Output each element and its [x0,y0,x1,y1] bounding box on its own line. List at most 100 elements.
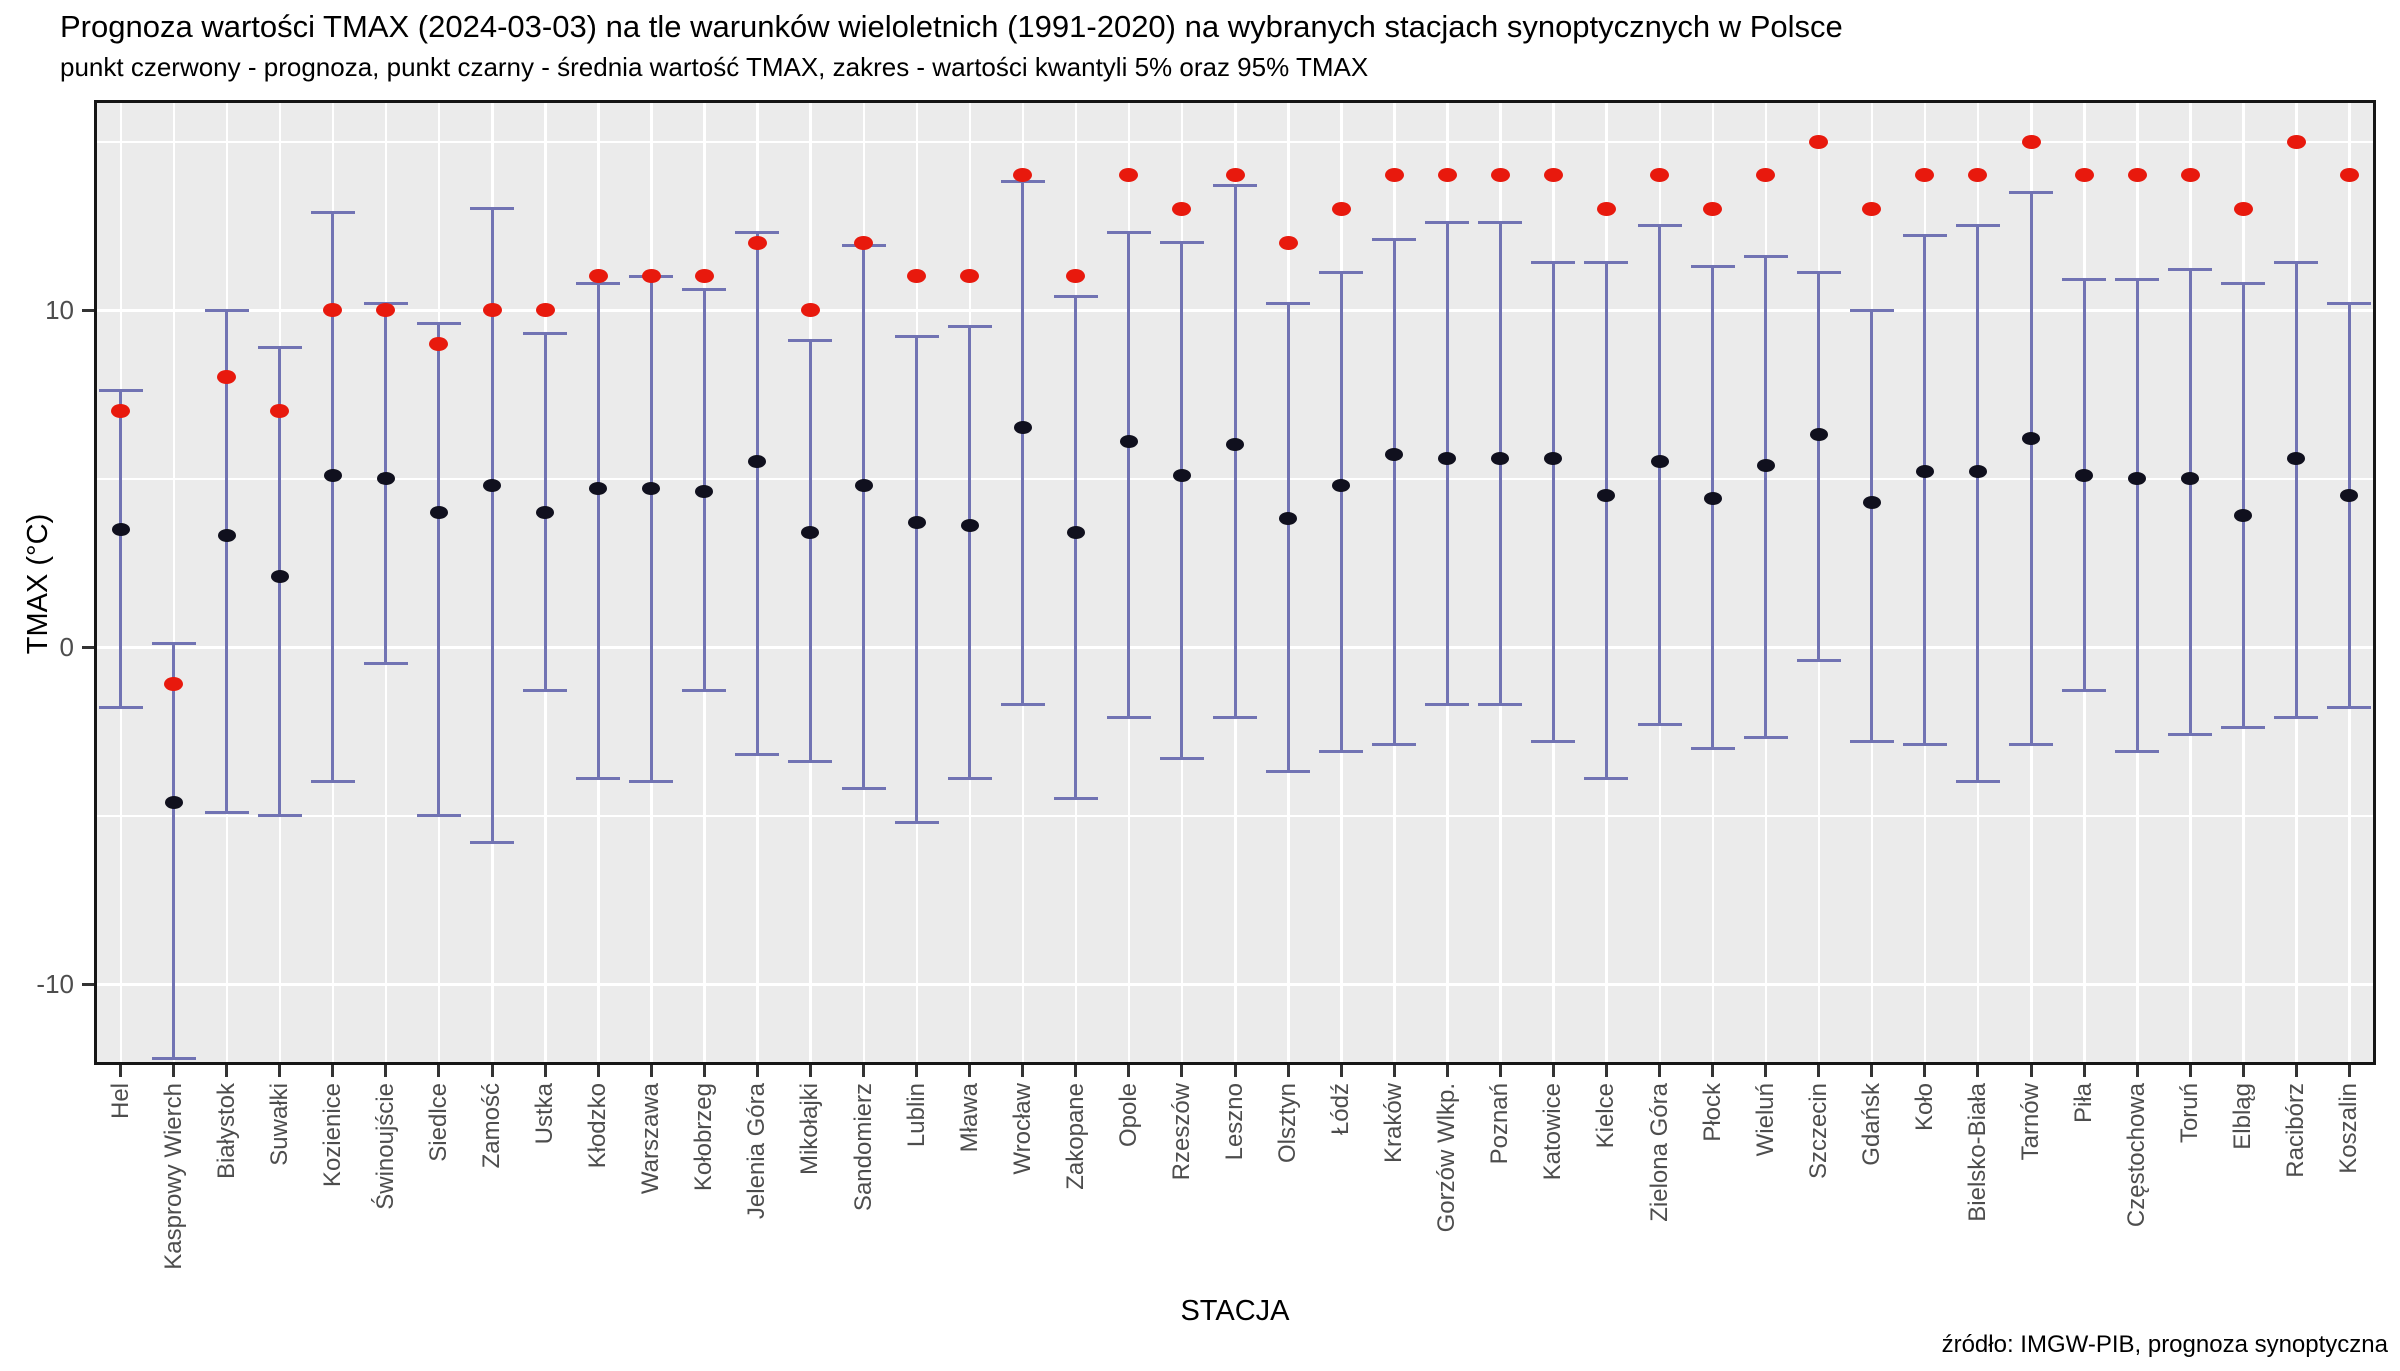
forecast-dot [535,303,555,317]
x-tick-mark [702,1065,706,1077]
errorbar-cap-top [947,325,992,329]
source-caption: źródło: IMGW-PIB, prognoza synoptyczna [1941,1331,2388,1358]
errorbar-cap-top [1531,261,1576,265]
mean-dot [483,478,502,492]
mean-dot [1385,448,1404,462]
errorbar-cap-top [1372,237,1417,241]
errorbar-cap-bottom [841,787,886,791]
mean-dot [1597,488,1616,502]
x-tick-mark [1923,1065,1927,1077]
forecast-dot [588,269,608,284]
x-tick-label: Gdańsk [1857,1083,1885,1166]
x-tick-mark [172,1065,176,1077]
errorbar-cap-bottom [1425,702,1470,706]
x-tick-mark [1976,1065,1980,1077]
forecast-dot [1278,235,1298,250]
mean-dot [2181,472,2200,485]
mean-dot [1862,495,1881,509]
mean-dot [111,522,130,536]
x-tick-mark [968,1065,972,1077]
x-tick-mark [862,1065,865,1077]
x-tick-label: Olsztyn [1274,1083,1302,1164]
mean-dot [1119,434,1138,448]
errorbar-cap-top [1106,230,1151,234]
y-tick-label: 10 [45,295,74,325]
forecast-dot [376,303,396,317]
errorbar-range [437,323,441,816]
errorbar-cap-bottom [1743,736,1788,740]
errorbar-cap-top [416,321,461,325]
errorbar-cap-bottom [1690,746,1735,750]
mean-dot [2287,451,2306,465]
mean-dot [1332,478,1351,492]
x-tick-label: Kłodzko [584,1083,612,1169]
x-tick-mark [437,1065,441,1077]
errorbar-cap-top [576,281,621,285]
errorbar-cap-top [2274,261,2319,265]
errorbar-cap-top [151,642,196,646]
x-tick-label: Zakopane [1061,1083,1089,1190]
x-tick-mark [808,1065,812,1077]
errorbar-cap-bottom [1159,756,1204,760]
mean-dot [270,569,289,583]
x-tick-label: Wieluń [1751,1083,1779,1157]
errorbar-cap-bottom [204,810,249,814]
mean-dot [1491,451,1510,465]
errorbar-range [968,326,972,779]
errorbar-range [915,336,919,823]
errorbar-cap-top [1213,183,1257,187]
errorbar-cap-bottom [1796,658,1841,662]
errorbar-cap-bottom [1955,780,2000,784]
mean-dot [1544,451,1563,465]
x-tick-label: Kraków [1380,1083,1408,1164]
errorbar-cap-bottom [2009,743,2054,747]
forecast-dot [323,303,343,317]
x-tick-mark [490,1065,494,1077]
mean-dot [907,515,926,529]
errorbar-range [1286,303,1290,772]
x-tick-mark [1233,1065,1237,1077]
x-tick-mark [1870,1065,1874,1077]
x-tick-label: Piła [2070,1083,2098,1124]
mean-dot [695,485,714,499]
x-tick-mark [1074,1065,1078,1077]
x-tick-mark [2294,1065,2298,1077]
errorbar-cap-bottom [735,753,780,757]
forecast-dot [1013,168,1033,183]
mean-dot [642,482,661,496]
forecast-dot [1172,201,1192,216]
errorbar-range [2294,262,2298,718]
mean-dot [1703,492,1722,506]
x-tick-label: Katowice [1539,1083,1567,1181]
errorbar-cap-bottom [1584,776,1629,780]
errorbar-cap-bottom [788,760,833,764]
x-tick-mark [1127,1065,1131,1077]
x-tick-mark [2082,1065,2086,1077]
x-tick-label: Racibórz [2282,1083,2310,1178]
mean-dot [801,525,820,539]
forecast-dot [747,235,767,250]
forecast-dot [2233,201,2253,216]
x-tick-mark [543,1065,547,1077]
forecast-dot [800,303,820,317]
errorbar-cap-bottom [523,689,568,693]
errorbar-range [172,643,176,1059]
errorbar-cap-top [470,207,515,211]
errorbar-cap-top [1319,271,1364,275]
mean-dot [1809,428,1828,442]
mean-dot [589,482,608,496]
forecast-dot [111,404,131,419]
gridline-station-x [172,100,176,1065]
errorbar-cap-top [1053,295,1098,299]
errorbar-cap-bottom [1213,716,1257,720]
errorbar-cap-bottom [1531,739,1576,743]
mean-dot [2128,472,2147,485]
y-tick-label: 0 [59,632,74,662]
x-tick-label: Kołobrzeg [690,1083,718,1192]
x-tick-label: Opole [1114,1083,1142,1148]
mean-dot [1968,465,1987,479]
errorbar-cap-top [523,332,568,336]
forecast-dot [1703,201,1723,216]
x-tick-label: Leszno [1221,1083,1248,1161]
x-tick-label: Szczecin [1804,1083,1832,1180]
